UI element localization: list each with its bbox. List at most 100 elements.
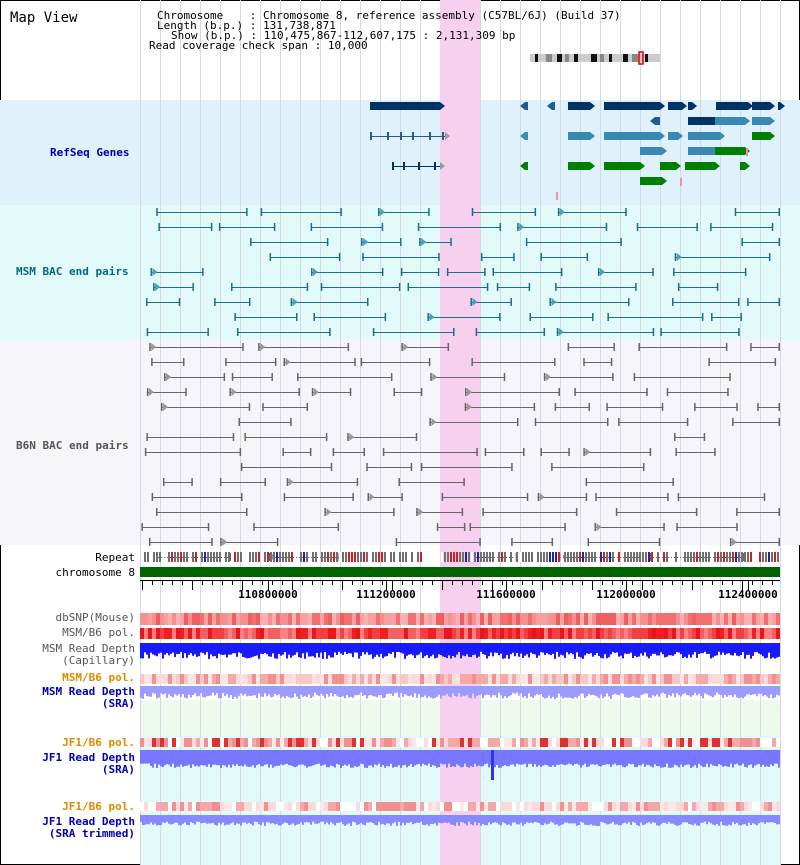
msm-pol-heat [764,628,768,639]
jf1-depth-trimmed-bar [466,815,468,826]
repeat-element [588,552,590,562]
msm-pol-heat [752,628,756,639]
dbsnp-heat [292,613,296,625]
msm-depth-sra-bar [144,686,146,694]
msm-depth-capillary-bar [212,643,214,657]
msm-depth-sra-bar [676,686,678,694]
jf1-pol-heat [696,738,700,747]
jf1-pol-heat [596,738,600,747]
jf1-depth-sra-label: JF1 Read Depth (SRA) [42,751,135,776]
dbsnp-heat [472,613,476,625]
repeat-element [498,552,500,562]
dbsnp-heat [336,613,340,625]
dbsnp-heat [428,613,432,625]
msm-pol-heat [544,628,548,639]
msm-depth-sra-bar [198,686,200,696]
jf1-depth-trimmed-bar [190,815,192,823]
dbsnp-heat [588,613,592,625]
jf1-pol-heat [624,738,628,747]
jf1-depth-sra-bar [564,750,566,766]
jf1-depth-trimmed-bar [486,815,488,826]
jf1-depth-trimmed-bar [502,815,504,823]
msm-depth-sra-bar [620,686,622,694]
jf1-trim-pol-heat [356,802,360,811]
msm-bac-label[interactable]: MSM BAC end pairs [16,265,129,278]
msm-sra-pol-heat [424,674,428,684]
jf1-depth-sra-bar [550,750,552,767]
jf1-depth-sra-bar [430,750,432,767]
msm-bac-end [628,298,630,306]
msm-sra-pol-heat [260,674,264,684]
msm-depth-sra-bar [414,686,416,694]
msm-pol-heat [708,628,712,639]
b6n-bac-end [429,418,431,426]
msm-pol-heat [468,628,472,639]
jf1-trim-pol-heat [496,802,500,811]
jf1-depth-trimmed-bar [292,815,294,824]
dbsnp-heat [552,613,556,625]
jf1-pol-heat [232,738,236,747]
b6n-bac-end [282,448,284,456]
jf1-depth-sra-bar [350,750,352,768]
jf1-depth-trimmed-bar [554,815,556,825]
jf1-trim-pol-heat [256,802,260,811]
jf1-depth-trimmed-bar [382,815,384,824]
msm-depth-capillary-bar [730,643,732,656]
jf1-depth-trimmed-bar [434,815,436,824]
gene-strand-marker [440,102,445,110]
chromosome-info: Chromosome : Chromosome 8, reference ass… [157,9,621,22]
msm-depth-sra-bar [288,686,290,698]
msm-depth-capillary-bar [206,643,208,653]
b6n-bac-end [567,343,570,351]
msm-depth-capillary-bar [680,643,682,655]
msm-depth-sra-bar [604,686,606,697]
refseq-genes-label[interactable]: RefSeq Genes [50,146,130,159]
jf1-trim-pol-heat [196,802,200,811]
jf1-trim-pol-heat [492,802,496,811]
msm-sra-pol-heat [268,674,272,684]
msm-depth-capillary-bar [204,643,206,655]
msm-bac-end [384,313,387,321]
jf1-trim-pol-heat [520,802,524,811]
msm-depth-sra-bar [568,686,570,698]
jf1-depth-trimmed-bar [358,815,360,825]
dbsnp-heat [416,613,420,625]
jf1-depth-trimmed-bar [744,815,746,825]
msm-depth-capillary-bar [154,643,156,656]
jf1-trim-pol-heat [468,802,472,811]
msm-sra-pol-heat [716,674,720,684]
b6n-bac-label[interactable]: B6N BAC end pairs [16,439,129,452]
repeat-element [456,552,458,562]
jf1-pol-heat [492,738,496,747]
msm-depth-sra-bar [530,686,532,697]
dbsnp-label: dbSNP(Mouse) [55,611,135,624]
repeat-element [321,552,323,562]
jf1-trim-pol-heat [500,802,504,811]
jf1-depth-trimmed-bar [216,815,218,826]
msm-depth-capillary-bar [418,643,420,655]
msm-pol-heat [360,628,364,639]
jf1-depth-sra-bar [478,750,480,766]
gene-strand-marker [678,132,683,140]
page-title: Map View [10,10,78,26]
b6n-bac-end [736,403,738,411]
dbsnp-heat [712,613,716,625]
jf1-depth-sra-bar [504,750,506,766]
msm-depth-sra-bar [302,686,304,697]
jf1-depth-trimmed-bar [170,815,172,825]
jf1-depth-sra-bar [686,750,688,765]
jf1-depth-trimmed-bar [642,815,644,826]
repeat-element [723,552,725,562]
jf1-depth-trimmed-bar [272,815,274,824]
msm-sra-pol-heat [560,674,564,684]
msm-depth-sra-bar [206,686,208,697]
repeat-element [279,552,281,562]
jf1-pol-heat [404,738,408,747]
jf1-depth-sra-bar [680,750,682,765]
jf1-depth-sra-bar [232,750,234,765]
jf1-pol-heat [248,738,252,747]
gene-exon [429,132,431,140]
jf1-trim-pol-heat [756,802,760,811]
jf1-pol-heat [420,738,424,747]
